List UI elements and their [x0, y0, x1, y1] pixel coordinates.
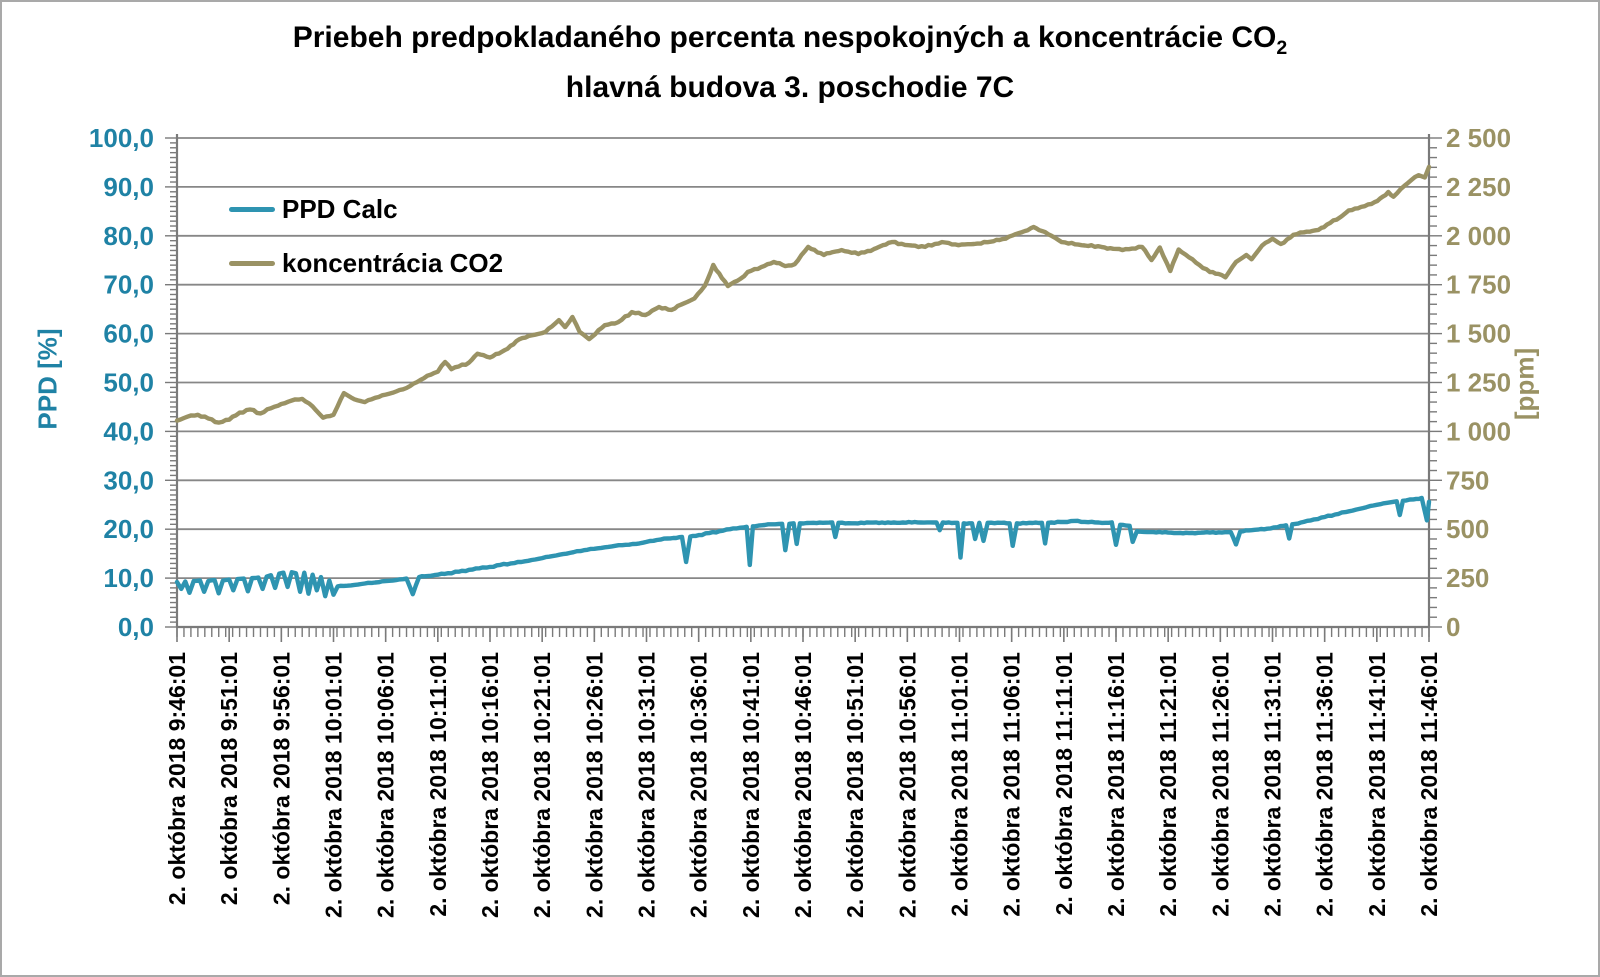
y-left-tick-label: 30,0: [103, 465, 154, 495]
x-tick-label: 2. októbra 2018 11:41:01: [1364, 652, 1390, 917]
y-right-tick-label: 0: [1446, 612, 1460, 642]
x-tick-label: 2. októbra 2018 10:41:01: [738, 652, 764, 918]
y-right-tick-label: 2 250: [1446, 172, 1511, 202]
x-tick-label: 2. októbra 2018 11:11:01: [1051, 652, 1077, 916]
x-axis-tick-labels: 2. októbra 2018 9:46:01 2. októbra 2018 9…: [164, 652, 1442, 918]
legend: PPD Calc koncentrácia CO2: [229, 193, 504, 303]
x-tick-label: 2. októbra 2018 10:46:01: [790, 652, 816, 918]
x-tick-label: 2. októbra 2018 10:31:01: [634, 652, 660, 918]
ppd-series-line: [174, 495, 1432, 599]
chart-title: Priebeh predpokladaného percenta nespoko…: [2, 18, 1578, 108]
x-tick-label: 2. októbra 2018 11:21:01: [1155, 652, 1181, 917]
y-left-tick-label: 50,0: [103, 368, 154, 398]
y-left-tick-label: 90,0: [103, 172, 154, 202]
x-tick-label: 2. októbra 2018 11:36:01: [1312, 652, 1338, 917]
y-right-tick-label: 1 750: [1446, 270, 1511, 300]
y-left-tick-label: 70,0: [103, 270, 154, 300]
legend-swatch-co2: [229, 260, 275, 266]
x-tick-label: 2. októbra 2018 11:01:01: [947, 652, 973, 917]
chart-title-line2: hlavná budova 3. poschodie 7C: [565, 71, 1015, 104]
y-right-tick-label: 2 500: [1446, 123, 1511, 153]
y-left-tick-label: 20,0: [103, 514, 154, 544]
co2-series-line: [174, 164, 1432, 425]
x-tick-label: 2. októbra 2018 11:31:01: [1260, 652, 1286, 917]
series-lines: [174, 164, 1432, 599]
y-right-tick-label: 750: [1446, 465, 1489, 495]
y-left-tick-label: 80,0: [103, 221, 154, 251]
y-axis-left-title: PPD [%]: [32, 328, 63, 430]
x-tick-label: 2. októbra 2018 10:26:01: [581, 652, 607, 918]
x-tick-label: 2. októbra 2018 10:01:01: [321, 652, 347, 918]
y-right-tick-label: 250: [1446, 563, 1489, 593]
x-tick-label: 2. októbra 2018 10:16:01: [477, 652, 503, 918]
x-tick-label: 2. októbra 2018 9:46:01: [164, 652, 190, 905]
legend-label-co2: koncentrácia CO2: [282, 247, 504, 278]
y-right-tick-label: 2 000: [1446, 221, 1511, 251]
chart-title-line1: Priebeh predpokladaného percenta nespoko…: [292, 21, 1288, 59]
x-tick-label: 2. októbra 2018 10:21:01: [529, 652, 555, 918]
y-right-tick-label: 500: [1446, 514, 1489, 544]
y-left-tick-label: 60,0: [103, 319, 154, 349]
legend-label-ppd: PPD Calc: [282, 193, 398, 224]
x-tick-label: 2. októbra 2018 11:26:01: [1207, 652, 1233, 917]
x-tick-label: 2. októbra 2018 10:06:01: [373, 652, 399, 918]
y-left-tick-label: 10,0: [103, 563, 154, 593]
x-tick-label: 2. októbra 2018 9:56:01: [268, 652, 294, 905]
y-left-tick-label: 100,0: [89, 123, 154, 153]
co2-subscript: 2: [1276, 37, 1288, 59]
y-right-tick-label: 1 500: [1446, 319, 1511, 349]
legend-item-co2: koncentrácia CO2: [229, 247, 504, 278]
x-tick-label: 2. októbra 2018 11:46:01: [1416, 652, 1442, 917]
gridlines: [177, 137, 1429, 579]
x-tick-label: 2. októbra 2018 11:06:01: [999, 652, 1025, 917]
x-tick-label: 2. októbra 2018 10:11:01: [425, 652, 451, 917]
y-left-tick-label: 40,0: [103, 416, 154, 446]
y-axis-left-tick-labels: 100,0 90,0 80,0 70,0 60,0 50,0 40,0 30,0 20,0 10,…: [89, 123, 154, 642]
legend-swatch-ppd: [229, 206, 275, 212]
y-axis-right-title: [ppm]: [1509, 347, 1540, 421]
legend-item-ppd: PPD Calc: [229, 193, 503, 224]
y-axis-right-tick-labels: 2 500 2 250 2 000 1 750 1 500 1 250 1 000 750 50…: [1446, 123, 1511, 642]
x-tick-label: 2. októbra 2018 10:51:01: [842, 652, 868, 918]
x-tick-label: 2. októbra 2018 9:51:01: [216, 652, 242, 905]
y-right-tick-label: 1 000: [1446, 416, 1511, 446]
x-tick-label: 2. októbra 2018 10:56:01: [894, 652, 920, 918]
y-left-tick-label: 0,0: [118, 612, 154, 642]
x-tick-label: 2. októbra 2018 10:36:01: [686, 652, 712, 918]
y-right-tick-label: 1 250: [1446, 368, 1511, 398]
x-tick-label: 2. októbra 2018 11:16:01: [1103, 652, 1129, 917]
